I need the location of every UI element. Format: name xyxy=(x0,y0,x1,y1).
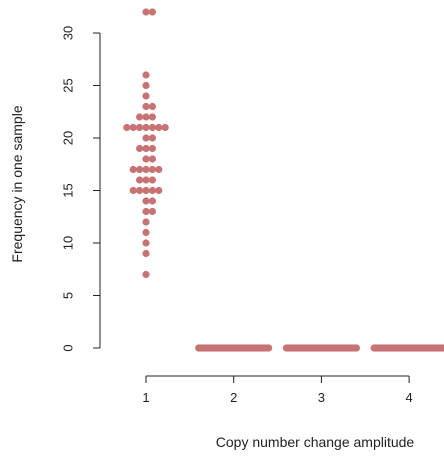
data-point xyxy=(148,8,156,16)
data-point xyxy=(148,176,156,184)
y-tick-label: 0 xyxy=(61,344,76,351)
data-point xyxy=(148,186,156,195)
data-point xyxy=(142,102,150,111)
x-tick-label: 2 xyxy=(230,390,237,405)
y-tick-label: 10 xyxy=(61,236,76,250)
y-tick-label: 15 xyxy=(61,183,76,197)
data-point xyxy=(142,228,150,237)
data-point xyxy=(129,165,137,174)
data-point xyxy=(148,113,156,121)
data-point xyxy=(148,155,156,163)
data-point xyxy=(136,176,144,184)
data-points xyxy=(123,8,444,352)
y-tick-label: 30 xyxy=(61,26,76,40)
data-point xyxy=(136,123,144,132)
data-point xyxy=(148,144,156,153)
data-point xyxy=(142,165,150,174)
data-point xyxy=(142,71,150,79)
x-axis: 1 2 3 4 xyxy=(142,375,413,405)
data-point xyxy=(148,123,156,132)
data-point xyxy=(161,123,169,132)
data-point xyxy=(142,249,150,258)
data-point xyxy=(142,8,150,16)
data-point xyxy=(142,186,150,195)
data-point xyxy=(136,144,144,153)
data-point xyxy=(129,123,137,132)
data-point xyxy=(142,123,150,132)
data-point xyxy=(142,176,150,184)
data-point xyxy=(136,113,144,121)
data-point xyxy=(148,165,156,174)
data-point xyxy=(136,165,144,174)
data-point xyxy=(142,144,150,153)
data-point xyxy=(142,113,150,121)
x-tick-label: 4 xyxy=(405,390,412,405)
y-tick-label: 5 xyxy=(61,292,76,299)
data-point xyxy=(155,186,163,195)
data-point xyxy=(142,197,150,205)
data-point xyxy=(148,134,156,142)
data-point xyxy=(142,239,150,247)
data-point xyxy=(148,102,156,111)
data-point xyxy=(142,270,150,279)
data-point xyxy=(142,155,150,163)
data-point xyxy=(142,207,150,216)
data-point xyxy=(142,134,150,142)
data-point xyxy=(155,165,163,174)
y-axis: 0 5 10 15 20 25 30 xyxy=(61,26,101,352)
data-point xyxy=(136,186,144,195)
data-point xyxy=(352,344,360,352)
x-tick-label: 3 xyxy=(318,390,325,405)
data-point xyxy=(148,207,156,216)
x-tick-label: 1 xyxy=(142,390,149,405)
y-tick-label: 20 xyxy=(61,131,76,145)
data-point xyxy=(129,186,137,195)
data-point xyxy=(440,344,444,352)
data-point xyxy=(142,92,150,100)
data-point xyxy=(148,197,156,205)
y-axis-title: Frequency in one sample xyxy=(9,105,25,262)
data-point xyxy=(142,81,150,90)
data-point xyxy=(123,123,131,132)
x-axis-title: Copy number change amplitude xyxy=(216,434,415,450)
data-point xyxy=(265,344,273,352)
data-point xyxy=(155,123,163,132)
y-tick-label: 25 xyxy=(61,78,76,92)
data-point xyxy=(142,218,150,226)
